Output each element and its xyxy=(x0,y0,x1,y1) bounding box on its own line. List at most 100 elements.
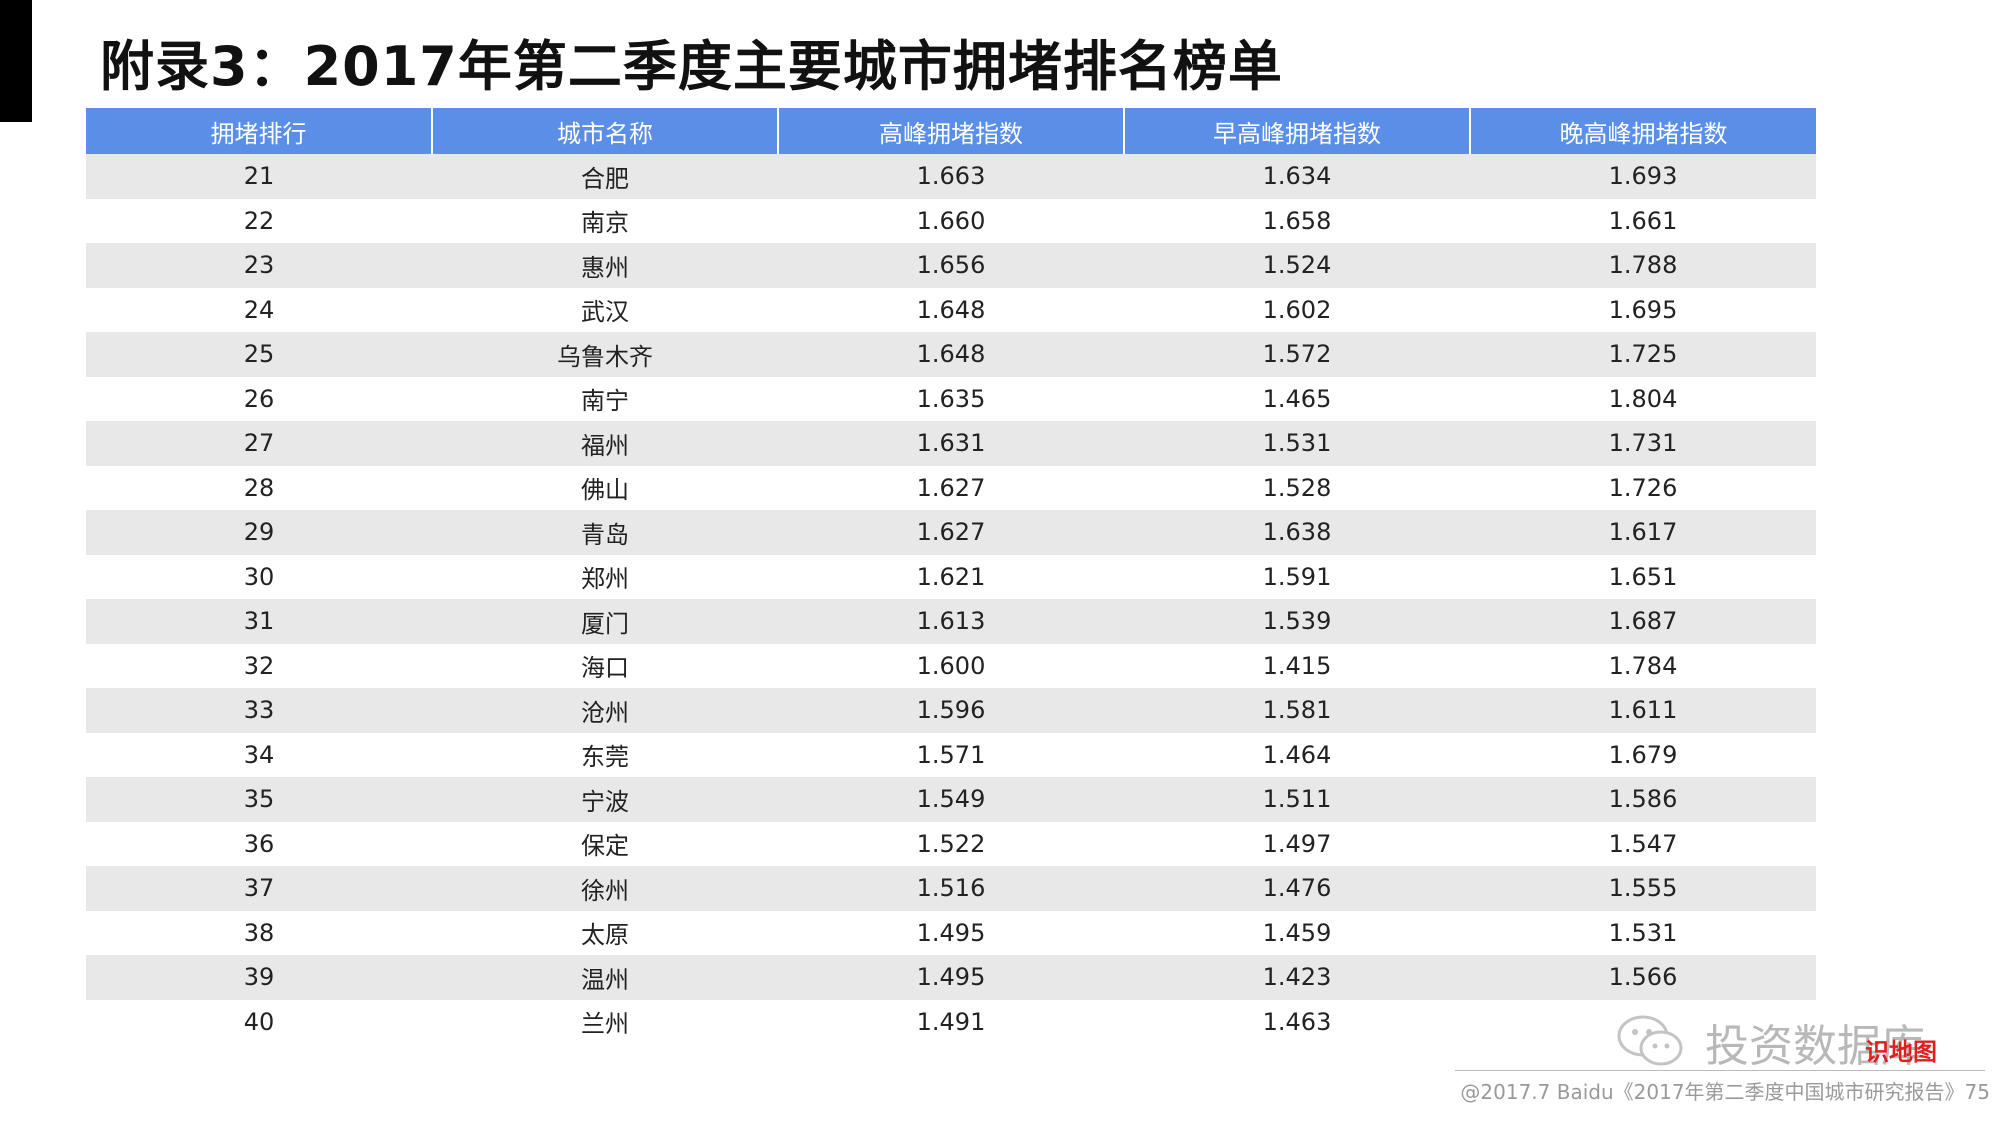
header-morning-index: 早高峰拥堵指数 xyxy=(1123,108,1470,154)
cell-evening-index: 1.679 xyxy=(1470,732,1816,777)
cell-morning-index: 1.658 xyxy=(1124,198,1470,243)
cell-city: 惠州 xyxy=(432,243,778,288)
cell-morning-index: 1.581 xyxy=(1124,688,1470,733)
cell-morning-index: 1.511 xyxy=(1124,777,1470,822)
table-row: 38 太原 1.495 1.459 1.531 xyxy=(86,910,1816,955)
cell-city: 宁波 xyxy=(432,777,778,822)
cell-morning-index: 1.423 xyxy=(1124,955,1470,1000)
table-row: 23 惠州 1.656 1.524 1.788 xyxy=(86,243,1816,288)
page-title: 附录3：2017年第二季度主要城市拥堵排名榜单 xyxy=(100,35,1283,98)
cell-rank: 37 xyxy=(86,866,432,911)
cell-morning-index: 1.634 xyxy=(1124,154,1470,199)
cell-rank: 38 xyxy=(86,910,432,955)
cell-morning-index: 1.528 xyxy=(1124,465,1470,510)
cell-rank: 26 xyxy=(86,376,432,421)
cell-peak-index: 1.656 xyxy=(778,243,1124,288)
cell-evening-index: 1.651 xyxy=(1470,554,1816,599)
cell-evening-index: 1.804 xyxy=(1470,376,1816,421)
cell-evening-index: 1.725 xyxy=(1470,332,1816,377)
cell-peak-index: 1.495 xyxy=(778,910,1124,955)
ranking-table: 拥堵排行 城市名称 高峰拥堵指数 早高峰拥堵指数 晚高峰拥堵指数 21 合肥 1.6… xyxy=(86,108,1816,1044)
cell-rank: 29 xyxy=(86,510,432,555)
cell-city: 厦门 xyxy=(432,599,778,644)
cell-evening-index: 1.566 xyxy=(1470,955,1816,1000)
cell-evening-index: 1.586 xyxy=(1470,777,1816,822)
cell-morning-index: 1.497 xyxy=(1124,821,1470,866)
table-header-row: 拥堵排行 城市名称 高峰拥堵指数 早高峰拥堵指数 晚高峰拥堵指数 xyxy=(86,108,1816,154)
cell-city: 徐州 xyxy=(432,866,778,911)
table-row: 30 郑州 1.621 1.591 1.651 xyxy=(86,554,1816,599)
cell-city: 佛山 xyxy=(432,465,778,510)
cell-rank: 36 xyxy=(86,821,432,866)
cell-peak-index: 1.522 xyxy=(778,821,1124,866)
cell-city: 兰州 xyxy=(432,999,778,1044)
footer-divider xyxy=(1455,1070,1985,1071)
cell-peak-index: 1.648 xyxy=(778,287,1124,332)
cell-rank: 28 xyxy=(86,465,432,510)
header-city: 城市名称 xyxy=(431,108,778,154)
cell-morning-index: 1.464 xyxy=(1124,732,1470,777)
cell-peak-index: 1.549 xyxy=(778,777,1124,822)
table-row: 24 武汉 1.648 1.602 1.695 xyxy=(86,287,1816,332)
cell-evening-index: 1.661 xyxy=(1470,198,1816,243)
cell-peak-index: 1.516 xyxy=(778,866,1124,911)
watermark-badge: 识地图 xyxy=(1865,1038,1937,1066)
cell-morning-index: 1.524 xyxy=(1124,243,1470,288)
cell-peak-index: 1.571 xyxy=(778,732,1124,777)
cell-city: 海口 xyxy=(432,643,778,688)
cell-city: 沧州 xyxy=(432,688,778,733)
footer-source: @2017.7 Baidu《2017年第二季度中国城市研究报告》75 xyxy=(1460,1080,1990,1104)
cell-morning-index: 1.463 xyxy=(1124,999,1470,1044)
table-row: 39 温州 1.495 1.423 1.566 xyxy=(86,955,1816,1000)
header-rank: 拥堵排行 xyxy=(86,108,432,154)
cell-morning-index: 1.415 xyxy=(1124,643,1470,688)
cell-evening-index: 1.617 xyxy=(1470,510,1816,555)
cell-morning-index: 1.591 xyxy=(1124,554,1470,599)
cell-evening-index: 1.531 xyxy=(1470,910,1816,955)
table-row: 21 合肥 1.663 1.634 1.693 xyxy=(86,154,1816,199)
cell-peak-index: 1.621 xyxy=(778,554,1124,599)
cell-evening-index: 1.784 xyxy=(1470,643,1816,688)
cell-rank: 24 xyxy=(86,287,432,332)
table-row: 31 厦门 1.613 1.539 1.687 xyxy=(86,599,1816,644)
table-row: 34 东莞 1.571 1.464 1.679 xyxy=(86,732,1816,777)
cell-evening-index: 1.693 xyxy=(1470,154,1816,199)
cell-city: 温州 xyxy=(432,955,778,1000)
cell-morning-index: 1.531 xyxy=(1124,421,1470,466)
cell-rank: 34 xyxy=(86,732,432,777)
cell-morning-index: 1.465 xyxy=(1124,376,1470,421)
cell-city: 保定 xyxy=(432,821,778,866)
wechat-icon xyxy=(1617,1015,1683,1066)
cell-morning-index: 1.459 xyxy=(1124,910,1470,955)
cell-evening-index xyxy=(1470,999,1816,1044)
cell-peak-index: 1.491 xyxy=(778,999,1124,1044)
table-row: 28 佛山 1.627 1.528 1.726 xyxy=(86,465,1816,510)
header-evening-index: 晚高峰拥堵指数 xyxy=(1469,108,1816,154)
table-row: 40 兰州 1.491 1.463 xyxy=(86,999,1816,1044)
table-row: 33 沧州 1.596 1.581 1.611 xyxy=(86,688,1816,733)
table-row: 35 宁波 1.549 1.511 1.586 xyxy=(86,777,1816,822)
cell-evening-index: 1.547 xyxy=(1470,821,1816,866)
cell-peak-index: 1.663 xyxy=(778,154,1124,199)
table-row: 22 南京 1.660 1.658 1.661 xyxy=(86,198,1816,243)
cell-evening-index: 1.555 xyxy=(1470,866,1816,911)
cell-morning-index: 1.476 xyxy=(1124,866,1470,911)
header-peak-index: 高峰拥堵指数 xyxy=(777,108,1124,154)
cell-evening-index: 1.726 xyxy=(1470,465,1816,510)
table-row: 36 保定 1.522 1.497 1.547 xyxy=(86,821,1816,866)
cell-peak-index: 1.600 xyxy=(778,643,1124,688)
cell-evening-index: 1.788 xyxy=(1470,243,1816,288)
cell-city: 东莞 xyxy=(432,732,778,777)
cell-rank: 30 xyxy=(86,554,432,599)
table-row: 29 青岛 1.627 1.638 1.617 xyxy=(86,510,1816,555)
cell-city: 乌鲁木齐 xyxy=(432,332,778,377)
cell-city: 福州 xyxy=(432,421,778,466)
cell-morning-index: 1.539 xyxy=(1124,599,1470,644)
cell-rank: 21 xyxy=(86,154,432,199)
cell-rank: 40 xyxy=(86,999,432,1044)
cell-rank: 33 xyxy=(86,688,432,733)
cell-peak-index: 1.660 xyxy=(778,198,1124,243)
cell-rank: 39 xyxy=(86,955,432,1000)
cell-rank: 25 xyxy=(86,332,432,377)
cell-peak-index: 1.627 xyxy=(778,465,1124,510)
